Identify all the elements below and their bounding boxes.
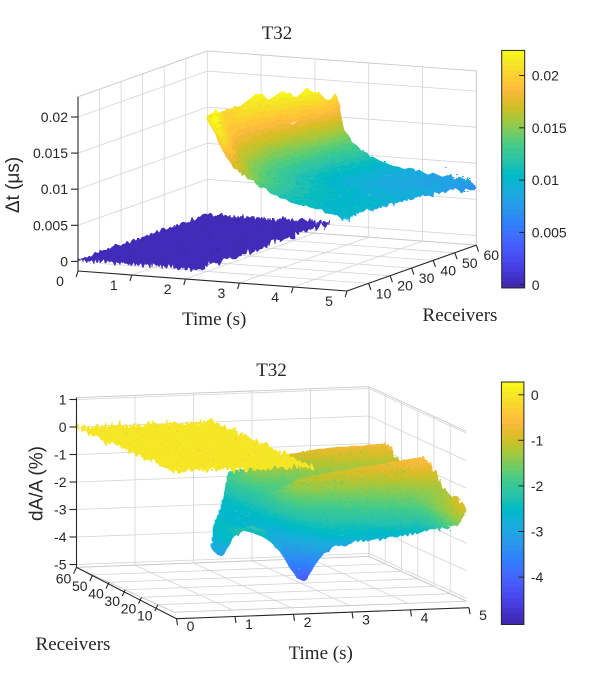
- svg-text:0: 0: [59, 419, 67, 435]
- svg-text:0.005: 0.005: [532, 224, 567, 240]
- svg-text:0.015: 0.015: [33, 145, 68, 161]
- svg-text:1: 1: [110, 277, 118, 293]
- svg-text:T32: T32: [256, 360, 287, 381]
- svg-text:5: 5: [479, 607, 487, 623]
- svg-text:-1: -1: [531, 432, 544, 448]
- svg-text:0: 0: [531, 387, 539, 403]
- svg-text:0: 0: [60, 253, 68, 269]
- svg-text:40: 40: [440, 262, 456, 278]
- svg-text:60: 60: [484, 247, 500, 263]
- svg-text:-4: -4: [54, 529, 67, 545]
- svg-text:-2: -2: [531, 478, 544, 494]
- svg-text:3: 3: [218, 285, 226, 301]
- svg-text:40: 40: [88, 585, 104, 601]
- svg-text:0: 0: [532, 277, 540, 293]
- svg-text:-3: -3: [54, 502, 67, 518]
- svg-text:10: 10: [376, 285, 392, 301]
- svg-text:20: 20: [121, 600, 137, 616]
- svg-text:1: 1: [245, 616, 253, 632]
- svg-text:60: 60: [56, 570, 72, 586]
- svg-text:Time (s): Time (s): [182, 309, 246, 330]
- svg-text:0: 0: [56, 273, 64, 289]
- svg-text:Δt (μs): Δt (μs): [3, 157, 24, 213]
- svg-text:dA/A (%): dA/A (%): [27, 446, 48, 521]
- svg-text:10: 10: [137, 608, 153, 624]
- svg-text:-2: -2: [54, 474, 67, 490]
- svg-text:2: 2: [164, 281, 172, 297]
- svg-text:0.01: 0.01: [41, 181, 68, 197]
- svg-text:3: 3: [362, 612, 370, 628]
- svg-text:T32: T32: [262, 23, 293, 44]
- svg-text:-4: -4: [531, 569, 544, 585]
- svg-text:0.01: 0.01: [532, 172, 559, 188]
- svg-text:2: 2: [304, 614, 312, 630]
- svg-text:0.02: 0.02: [532, 68, 559, 84]
- svg-text:0.015: 0.015: [532, 120, 567, 136]
- svg-text:30: 30: [104, 593, 120, 609]
- svg-text:1: 1: [59, 392, 67, 408]
- svg-text:-1: -1: [54, 447, 67, 463]
- svg-text:4: 4: [271, 289, 279, 305]
- svg-text:5: 5: [325, 293, 333, 309]
- svg-text:50: 50: [72, 578, 88, 594]
- svg-text:30: 30: [419, 270, 435, 286]
- svg-text:-5: -5: [54, 557, 67, 573]
- svg-text:Time (s): Time (s): [289, 643, 353, 664]
- svg-text:Receivers: Receivers: [423, 305, 498, 326]
- svg-text:4: 4: [421, 609, 429, 625]
- svg-text:-3: -3: [531, 524, 544, 540]
- svg-text:0.005: 0.005: [33, 217, 68, 233]
- svg-text:0.02: 0.02: [41, 109, 68, 125]
- svg-text:20: 20: [397, 278, 413, 294]
- svg-text:Receivers: Receivers: [36, 634, 111, 655]
- svg-text:0: 0: [187, 618, 195, 634]
- svg-text:50: 50: [462, 255, 478, 271]
